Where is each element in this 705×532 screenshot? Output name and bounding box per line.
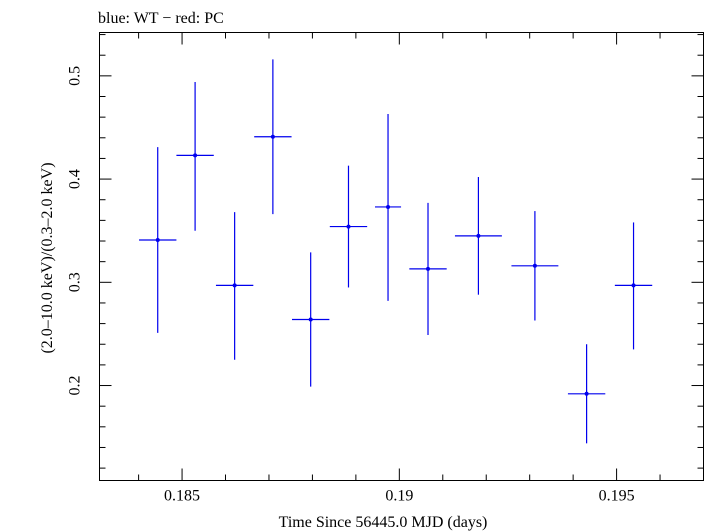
- y-tick-label: 0.4: [67, 169, 84, 189]
- data-point: [374, 114, 402, 301]
- point-marker: [193, 153, 198, 158]
- data-point: [329, 165, 368, 288]
- tick-labels: 0.185 0.19 0.195 0.2 0.3 0.4 0.5: [67, 66, 635, 505]
- point-marker: [426, 266, 431, 271]
- point-marker: [386, 204, 391, 209]
- plot-frame: [99, 32, 704, 481]
- data-point: [614, 222, 653, 350]
- x-tick-label: 0.195: [599, 488, 635, 505]
- y-tick-label: 0.2: [67, 376, 84, 396]
- point-marker: [476, 233, 481, 238]
- y-axis-label: (2.0–10.0 keV)/(0.3–2.0 keV): [39, 162, 56, 353]
- data-point: [511, 211, 559, 321]
- data-points: [139, 59, 653, 444]
- point-marker: [155, 237, 160, 242]
- y-tick-label: 0.5: [67, 66, 84, 86]
- chart-title: blue: WT − red: PC: [98, 10, 224, 27]
- data-point: [291, 252, 330, 387]
- y-tick-label: 0.3: [67, 272, 84, 292]
- data-point: [254, 59, 292, 215]
- x-tick-label: 0.19: [385, 488, 413, 505]
- axis-ticks: [99, 32, 704, 481]
- point-marker: [346, 224, 351, 229]
- data-point: [139, 147, 177, 333]
- point-marker: [631, 283, 636, 288]
- data-point: [215, 212, 254, 360]
- point-marker: [584, 391, 589, 396]
- point-marker: [232, 283, 237, 288]
- data-point: [567, 344, 606, 444]
- x-axis-label: Time Since 56445.0 MJD (days): [279, 514, 488, 531]
- point-marker: [270, 134, 275, 139]
- x-tick-label: 0.185: [164, 488, 200, 505]
- point-marker: [532, 263, 537, 268]
- data-point: [176, 82, 214, 231]
- data-point: [454, 177, 502, 295]
- point-marker: [308, 317, 313, 322]
- data-point: [409, 202, 447, 335]
